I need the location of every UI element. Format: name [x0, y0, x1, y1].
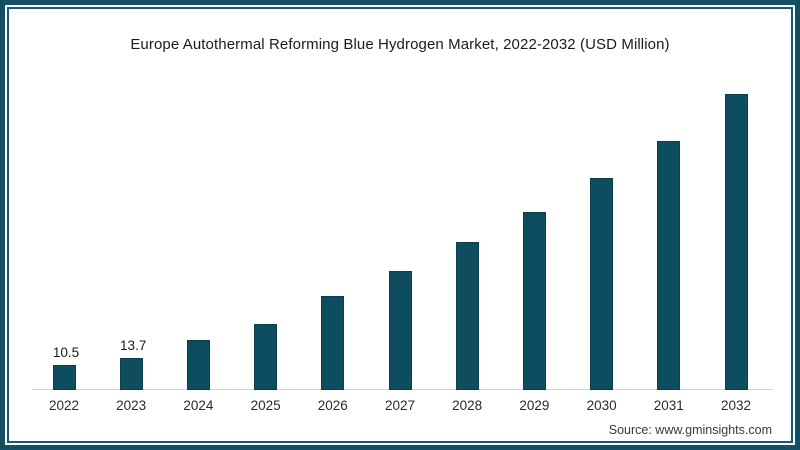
x-tick-2032: 2032 [720, 398, 752, 413]
x-tick-2029: 2029 [519, 398, 550, 413]
bar-2022 [52, 365, 76, 390]
data-label-2023: 13.7 [120, 338, 147, 353]
bar-2023 [119, 358, 143, 390]
bar-2024 [186, 340, 210, 390]
bar-2030 [590, 178, 614, 390]
x-tick-2024: 2024 [183, 398, 214, 413]
source-credit: Source: www.gminsights.com [608, 423, 772, 437]
x-tick-2023: 2023 [116, 398, 147, 413]
bar-2026 [321, 296, 345, 390]
bar-2027 [388, 271, 412, 390]
x-tick-2025: 2025 [250, 398, 281, 413]
bar-2029 [522, 212, 546, 390]
x-tick-2022: 2022 [48, 398, 80, 413]
x-tick-2026: 2026 [317, 398, 348, 413]
bar-2032 [724, 94, 748, 390]
bar-2031 [657, 141, 681, 390]
x-tick-2027: 2027 [384, 398, 416, 413]
x-tick-2028: 2028 [452, 398, 483, 413]
bar-2025 [254, 324, 278, 390]
chart-title: Europe Autothermal Reforming Blue Hydrog… [130, 36, 670, 53]
x-tick-2031: 2031 [653, 398, 684, 413]
bar-2028 [455, 242, 479, 390]
data-label-2022: 10.5 [52, 345, 80, 360]
x-tick-2030: 2030 [586, 398, 617, 413]
